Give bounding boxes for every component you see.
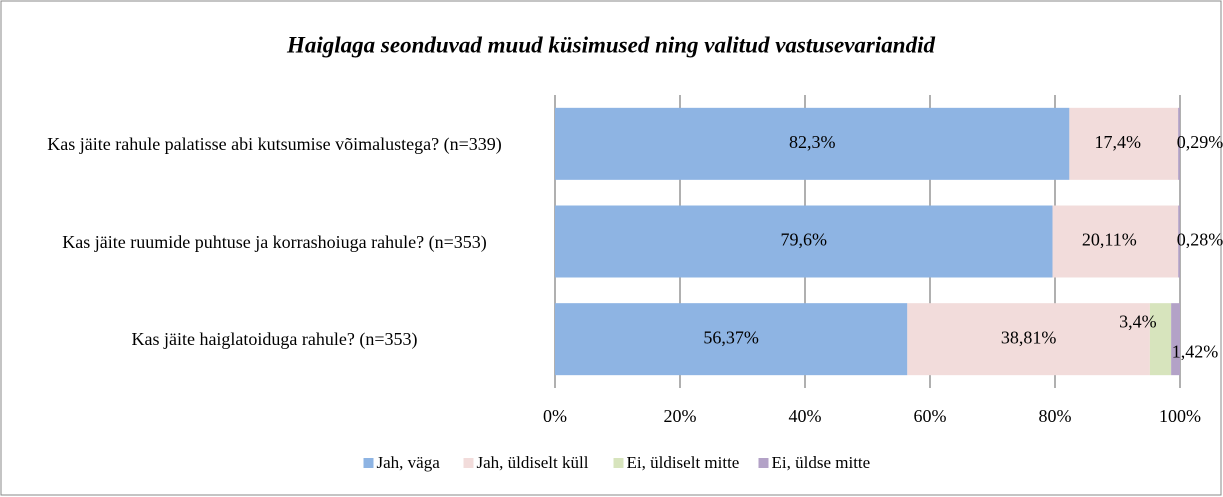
legend-swatch (613, 458, 624, 468)
bar-segment (555, 107, 1070, 180)
bar-segment (1069, 107, 1179, 180)
x-tick-label: 20% (664, 406, 697, 426)
y-tick-label: Kas jäite haiglatoiduga rahule? (n=353) (131, 329, 418, 350)
legend-label: Ei, üldiselt mitte (627, 453, 740, 472)
data-label: 3,4% (1119, 311, 1157, 331)
bar-segment (555, 205, 1053, 278)
bar-segment (1052, 205, 1179, 278)
y-tick-label: Kas jäite rahule palatisse abi kutsumise… (47, 133, 502, 154)
chart-title: Haiglaga seonduvad muud küsimused ning v… (286, 32, 935, 57)
y-tick-label: Kas jäite ruumide puhtuse ja korrashoiug… (62, 231, 487, 252)
bar-segment (1171, 303, 1180, 376)
x-tick-label: 100% (1159, 406, 1201, 426)
data-label: 1,42% (1172, 341, 1219, 361)
data-label: 0,28% (1177, 230, 1223, 250)
bar-segment (1178, 107, 1180, 180)
legend-swatch (463, 458, 474, 468)
bar-segment (1178, 205, 1180, 278)
x-tick-label: 60% (914, 406, 947, 426)
data-label: 82,3% (789, 132, 836, 152)
data-label: 20,11% (1082, 230, 1137, 250)
legend-label: Jah, üldiselt küll (477, 453, 589, 472)
x-tick-label: 80% (1039, 406, 1072, 426)
data-label: 0,29% (1177, 132, 1223, 152)
bar-segment (907, 303, 1150, 376)
legend-label: Ei, üldse mitte (772, 453, 871, 472)
data-label: 79,6% (781, 230, 828, 250)
data-label: 17,4% (1095, 132, 1142, 152)
x-tick-label: 40% (789, 406, 822, 426)
x-tick-label: 0% (543, 406, 567, 426)
data-label: 56,37% (703, 327, 759, 347)
legend-swatch (758, 458, 769, 468)
bar-segment (1149, 303, 1172, 376)
legend-label: Jah, väga (377, 453, 441, 472)
legend-swatch (363, 458, 374, 468)
data-label: 38,81% (1001, 327, 1057, 347)
bar-segment (555, 303, 908, 376)
